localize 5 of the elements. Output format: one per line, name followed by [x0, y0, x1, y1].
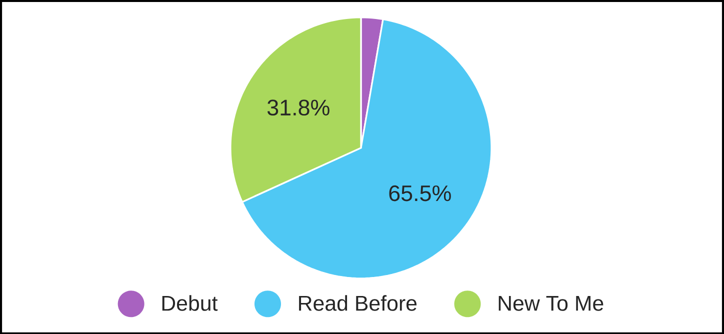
legend-label: Read Before	[299, 294, 417, 311]
legend-label: Debut	[162, 294, 218, 311]
legend-label: New To Me	[498, 296, 604, 311]
data-label: 65.5%	[389, 185, 451, 201]
data-label: 31.8%	[267, 99, 330, 116]
